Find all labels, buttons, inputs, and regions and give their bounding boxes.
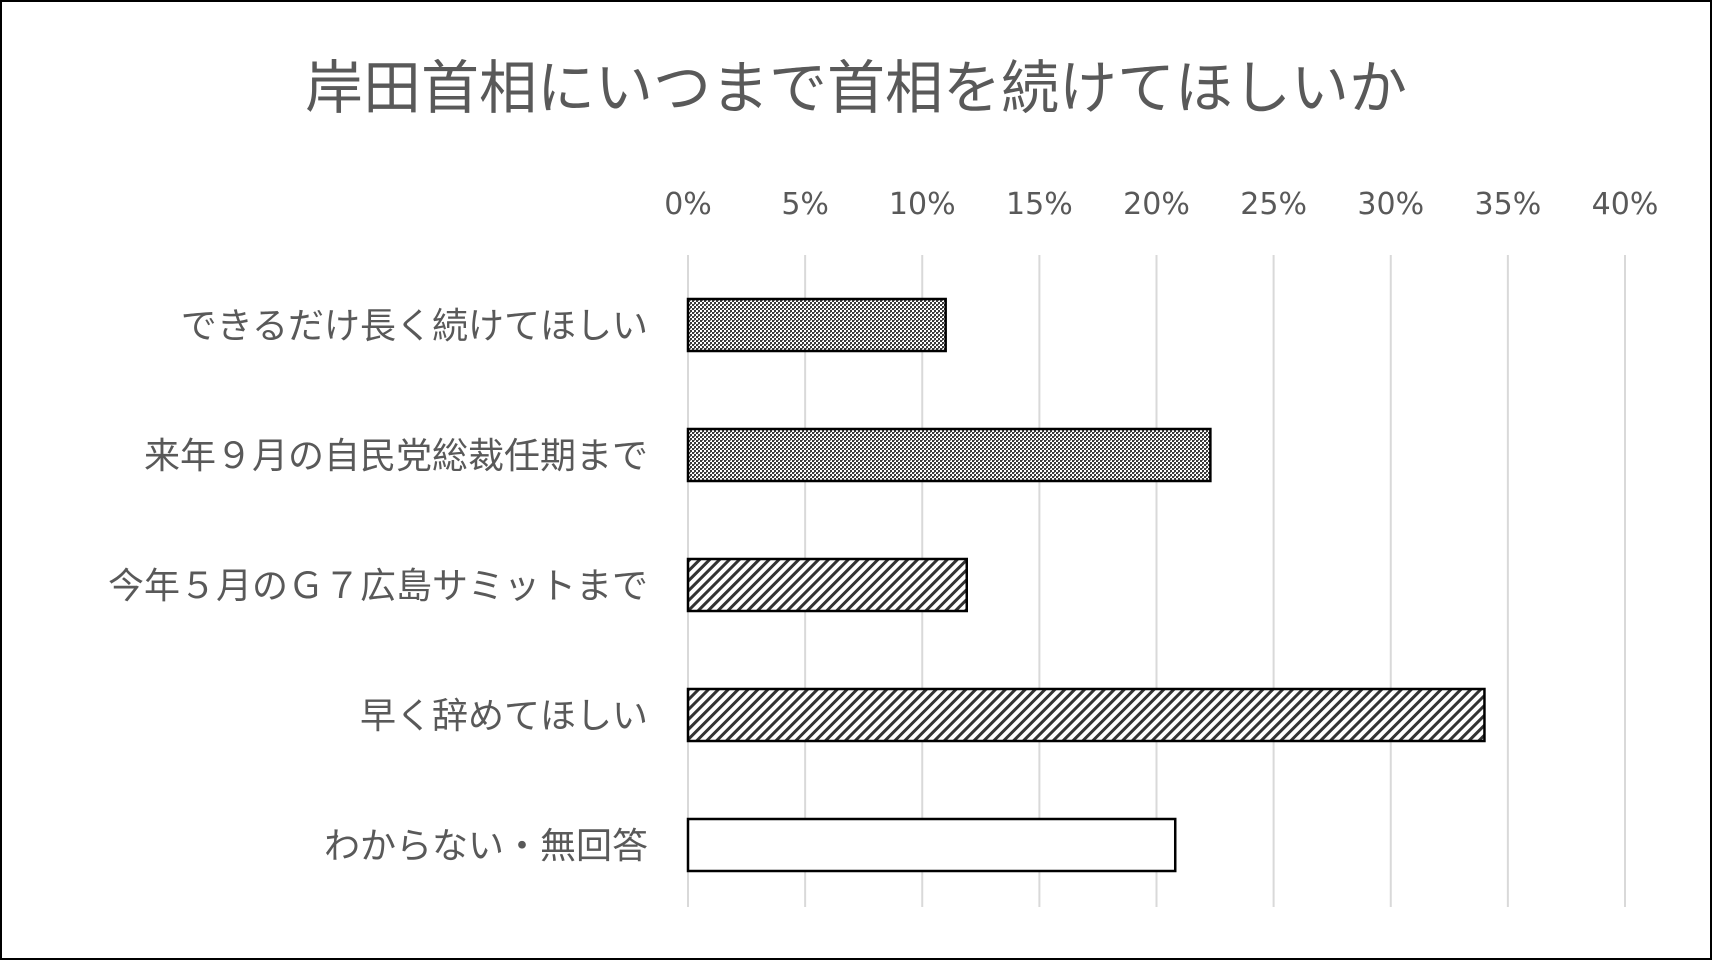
bar bbox=[686, 557, 969, 613]
bar bbox=[686, 687, 1486, 743]
bars bbox=[686, 297, 1486, 873]
x-tick-label: 40% bbox=[1592, 187, 1659, 222]
x-tick-label: 25% bbox=[1240, 187, 1307, 222]
x-tick-label: 10% bbox=[889, 187, 956, 222]
x-tick-label: 20% bbox=[1123, 187, 1190, 222]
x-tick-label: 5% bbox=[781, 187, 829, 222]
category-label: 来年９月の自民党総裁任期まで bbox=[144, 436, 648, 477]
category-label: 今年５月のＧ７広島サミットまで bbox=[108, 566, 648, 607]
x-tick-label: 15% bbox=[1006, 187, 1073, 222]
category-label: 早く辞めてほしい bbox=[360, 696, 648, 737]
x-tick-label: 35% bbox=[1475, 187, 1542, 222]
category-labels: できるだけ長く続けてほしい来年９月の自民党総裁任期まで今年５月のＧ７広島サミット… bbox=[108, 306, 648, 867]
bar bbox=[686, 297, 947, 353]
x-tick-label: 30% bbox=[1357, 187, 1424, 222]
chart-title: 岸田首相にいつまで首相を続けてほしいか bbox=[305, 54, 1407, 122]
x-tick-label: 0% bbox=[664, 187, 712, 222]
x-axis-ticks: 0% 5% 10% 15% 20% 25% 30% 35% 40% bbox=[664, 187, 1658, 222]
bar bbox=[686, 427, 1212, 483]
category-label: わからない・無回答 bbox=[324, 826, 648, 867]
gridlines bbox=[687, 255, 1626, 907]
category-label: できるだけ長く続けてほしい bbox=[181, 306, 648, 347]
bar bbox=[686, 817, 1177, 873]
